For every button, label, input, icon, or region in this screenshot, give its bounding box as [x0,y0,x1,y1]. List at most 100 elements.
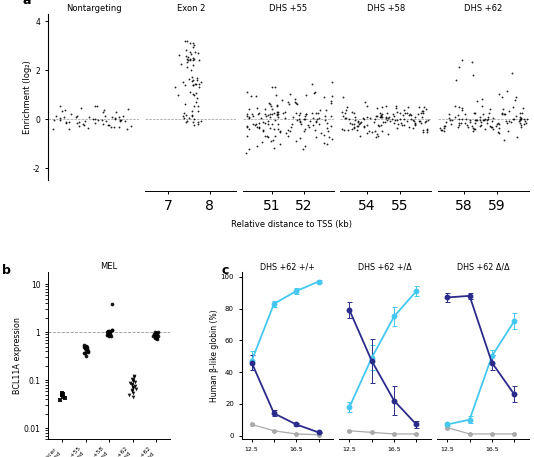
Point [243,89,252,96]
Point [388,115,396,122]
Point [74,119,83,126]
Point [389,110,397,117]
Point [377,112,386,119]
Point [371,133,380,141]
Point [129,393,138,400]
Point [287,123,295,130]
Point [381,118,389,126]
Point [128,381,137,388]
Point [310,89,318,96]
Text: 12.5: 12.5 [245,446,258,452]
Point [80,343,88,351]
Text: b: b [2,264,11,277]
Point [189,54,197,61]
Point [182,111,191,118]
Point [354,118,362,125]
Point [289,113,297,121]
Point [414,110,422,117]
Point [385,113,394,120]
Point [327,122,335,129]
Point [454,112,462,119]
Point [419,109,427,117]
Point [393,125,402,132]
Point [104,121,112,128]
Point [327,135,336,143]
Point [488,117,497,124]
Point [193,49,202,57]
Point [270,125,279,133]
Point [261,111,269,118]
Point [511,96,520,104]
Point [191,80,200,87]
Point [104,330,112,337]
Point [501,110,509,117]
Point [190,92,198,99]
Point [363,102,371,110]
Point [304,121,312,128]
Point [478,96,486,103]
Point [105,332,113,339]
Point [151,331,160,339]
Point [60,106,69,114]
Point [84,124,92,131]
Point [187,112,196,120]
Point [286,91,294,98]
Point [390,119,399,127]
Y-axis label: Enrichment (log₂): Enrichment (log₂) [22,60,32,134]
Point [248,111,257,118]
Point [152,329,160,337]
Point [255,123,263,131]
Point [470,125,479,132]
Point [129,373,138,381]
Point [451,102,459,110]
Y-axis label: BCL11A expression: BCL11A expression [13,317,22,394]
Point [297,121,305,128]
Point [302,92,310,99]
Point [458,106,466,113]
Point [105,121,113,128]
Point [486,106,494,113]
Point [243,123,252,130]
Point [105,331,114,338]
Point [394,121,402,128]
Point [252,120,261,128]
Point [189,57,198,64]
Point [259,127,268,134]
Point [266,124,274,132]
Point [352,123,361,130]
Point [265,113,274,121]
Point [81,344,89,351]
Point [183,37,191,45]
Point [439,127,448,134]
Point [127,122,135,129]
Point [505,107,514,114]
Point [194,103,203,110]
Point [468,71,477,79]
Point [194,107,202,115]
Point [268,120,277,128]
Point [383,109,392,116]
Point [105,327,114,335]
Point [286,127,294,134]
Point [249,120,257,127]
Point [418,114,426,121]
Point [285,100,294,107]
Point [106,333,115,340]
Point [482,119,491,127]
Point [245,146,253,153]
Point [152,329,160,336]
Text: a: a [22,0,31,7]
Point [249,112,257,119]
Point [502,87,511,94]
Point [485,109,493,117]
Title: Nontargeting: Nontargeting [66,4,121,13]
Point [300,116,309,123]
Point [418,107,426,114]
Point [337,126,346,133]
Point [185,75,193,83]
Point [98,117,106,124]
Point [284,126,292,133]
Point [451,77,460,84]
Point [190,122,199,129]
Point [58,389,66,396]
